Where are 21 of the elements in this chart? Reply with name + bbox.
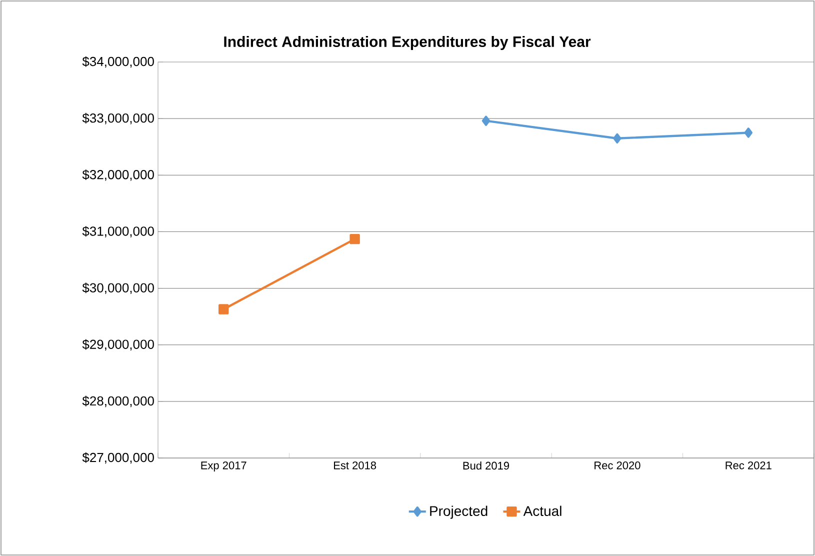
chart-title: Indirect Administration Expenditures by Fiscal Year — [224, 36, 591, 50]
point — [744, 128, 752, 138]
legend-label: Projected — [430, 506, 488, 519]
x-tick-label: Est 2018 — [334, 462, 376, 470]
point — [218, 304, 229, 314]
y-tick-label: $29,000,000 — [82, 339, 154, 350]
y-tick-label: $30,000,000 — [82, 282, 154, 294]
point — [350, 234, 360, 244]
y-tick-label: $34,000,000 — [82, 56, 154, 68]
x-tick-label: Exp 2017 — [201, 462, 246, 472]
y-tick-label: $32,000,000 — [82, 170, 154, 181]
x-tick-label: Bud 2019 — [463, 462, 510, 470]
point — [482, 116, 490, 126]
y-tick-label: $33,000,000 — [82, 112, 154, 124]
point — [613, 133, 622, 144]
x-tick-label: Rec 2021 — [726, 462, 772, 470]
legend-label: Actual — [523, 506, 562, 516]
y-tick-label: $28,000,000 — [82, 396, 154, 408]
y-tick-label: $31,000,000 — [82, 226, 154, 238]
x-tick-label: Rec 2020 — [594, 462, 640, 470]
y-tick-label: $27,000,000 — [82, 452, 154, 464]
